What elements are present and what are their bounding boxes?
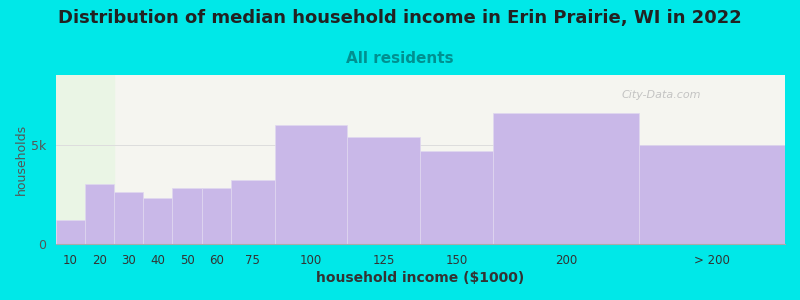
Bar xyxy=(639,145,785,244)
Bar xyxy=(494,113,639,244)
Bar xyxy=(114,192,143,244)
Y-axis label: households: households xyxy=(15,124,28,195)
Bar xyxy=(56,220,85,244)
Bar xyxy=(420,151,494,244)
Text: Distribution of median household income in Erin Prairie, WI in 2022: Distribution of median household income … xyxy=(58,9,742,27)
Bar xyxy=(85,184,114,244)
Bar xyxy=(347,137,420,244)
Bar xyxy=(202,188,230,244)
Bar xyxy=(230,180,274,244)
Text: All residents: All residents xyxy=(346,51,454,66)
Bar xyxy=(56,75,114,244)
Bar xyxy=(143,198,173,244)
Bar xyxy=(173,188,202,244)
Text: City-Data.com: City-Data.com xyxy=(622,90,701,100)
X-axis label: household income ($1000): household income ($1000) xyxy=(316,271,525,285)
Bar xyxy=(274,125,347,244)
